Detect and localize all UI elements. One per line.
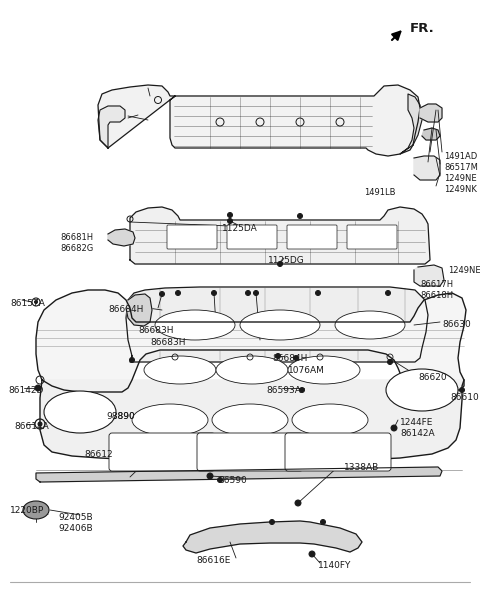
- Ellipse shape: [240, 310, 320, 340]
- Circle shape: [269, 519, 275, 524]
- Text: 86620: 86620: [418, 373, 446, 382]
- Text: 86612: 86612: [84, 450, 113, 459]
- Text: 1491AD: 1491AD: [444, 152, 477, 161]
- Circle shape: [38, 422, 42, 426]
- Circle shape: [387, 359, 393, 365]
- Text: 1249NE: 1249NE: [448, 266, 480, 275]
- Text: 1125DA: 1125DA: [222, 224, 258, 233]
- FancyBboxPatch shape: [197, 433, 303, 471]
- FancyBboxPatch shape: [109, 433, 215, 471]
- Circle shape: [298, 213, 302, 219]
- Text: 1491LB: 1491LB: [364, 188, 396, 197]
- Circle shape: [300, 388, 304, 392]
- Ellipse shape: [23, 501, 49, 519]
- Polygon shape: [126, 294, 152, 326]
- Text: 86684H: 86684H: [272, 354, 307, 363]
- Text: 92405B: 92405B: [58, 513, 93, 522]
- Text: 98890: 98890: [106, 412, 135, 421]
- Circle shape: [277, 262, 283, 266]
- FancyBboxPatch shape: [287, 225, 337, 249]
- Text: 86157A: 86157A: [10, 299, 45, 308]
- Text: 86610: 86610: [450, 393, 479, 402]
- Ellipse shape: [44, 391, 116, 433]
- Circle shape: [315, 290, 321, 296]
- Polygon shape: [98, 85, 420, 156]
- Circle shape: [228, 219, 232, 223]
- Text: 86616E: 86616E: [196, 556, 230, 565]
- Polygon shape: [414, 156, 440, 180]
- Text: 86593A: 86593A: [266, 386, 301, 395]
- Polygon shape: [40, 380, 464, 462]
- Text: 86683H: 86683H: [138, 326, 173, 335]
- Text: 1338AB: 1338AB: [344, 463, 379, 472]
- Circle shape: [293, 356, 299, 360]
- Ellipse shape: [288, 356, 360, 384]
- Circle shape: [391, 425, 397, 431]
- Circle shape: [295, 500, 301, 506]
- Polygon shape: [36, 467, 442, 482]
- Text: 98890: 98890: [106, 412, 135, 421]
- Text: 92406B: 92406B: [58, 524, 93, 533]
- Circle shape: [212, 290, 216, 296]
- Circle shape: [207, 473, 213, 479]
- Polygon shape: [108, 229, 135, 246]
- Polygon shape: [183, 521, 362, 553]
- Polygon shape: [98, 106, 125, 148]
- Ellipse shape: [386, 369, 458, 411]
- Text: FR.: FR.: [410, 22, 435, 35]
- Polygon shape: [400, 94, 422, 154]
- Circle shape: [176, 290, 180, 296]
- Text: 86590: 86590: [218, 476, 247, 485]
- Text: 1140FY: 1140FY: [318, 561, 351, 570]
- Text: 1076AM: 1076AM: [288, 366, 325, 375]
- Ellipse shape: [212, 404, 288, 436]
- Circle shape: [130, 358, 134, 362]
- Text: 86142A: 86142A: [400, 429, 434, 438]
- FancyBboxPatch shape: [285, 433, 391, 471]
- Circle shape: [35, 300, 37, 303]
- Text: 86630: 86630: [442, 320, 471, 329]
- Text: 1249NE: 1249NE: [444, 174, 477, 183]
- Circle shape: [159, 292, 165, 296]
- Text: 1125DG: 1125DG: [268, 256, 305, 265]
- Text: 86618H: 86618H: [420, 291, 453, 300]
- Circle shape: [228, 213, 232, 217]
- Text: 86681H: 86681H: [60, 233, 93, 242]
- Ellipse shape: [144, 356, 216, 384]
- Text: 1244FE: 1244FE: [400, 418, 433, 427]
- Ellipse shape: [292, 404, 368, 436]
- Text: 86683H: 86683H: [150, 338, 185, 347]
- Circle shape: [276, 353, 280, 359]
- Polygon shape: [420, 104, 442, 122]
- Polygon shape: [126, 287, 428, 362]
- Circle shape: [245, 290, 251, 296]
- Text: 86617H: 86617H: [420, 280, 453, 289]
- Circle shape: [309, 551, 315, 557]
- Ellipse shape: [335, 311, 405, 339]
- Text: 86682G: 86682G: [60, 244, 93, 253]
- Circle shape: [321, 519, 325, 524]
- Ellipse shape: [155, 310, 235, 340]
- FancyBboxPatch shape: [167, 225, 217, 249]
- Circle shape: [217, 478, 223, 482]
- FancyBboxPatch shape: [227, 225, 277, 249]
- Ellipse shape: [216, 356, 288, 384]
- Text: 1249NK: 1249NK: [444, 185, 477, 194]
- Circle shape: [385, 290, 391, 296]
- Ellipse shape: [132, 404, 208, 436]
- Text: 86684H: 86684H: [108, 305, 144, 314]
- Polygon shape: [414, 265, 444, 286]
- Text: 1220BP: 1220BP: [10, 506, 44, 515]
- Circle shape: [459, 388, 465, 392]
- Text: 86142D: 86142D: [8, 386, 43, 395]
- Text: 86614A: 86614A: [14, 422, 49, 431]
- Circle shape: [253, 290, 259, 296]
- Text: 86517M: 86517M: [444, 163, 478, 172]
- Polygon shape: [422, 128, 440, 140]
- Circle shape: [35, 385, 41, 391]
- Polygon shape: [36, 290, 466, 392]
- Polygon shape: [130, 207, 430, 264]
- FancyBboxPatch shape: [347, 225, 397, 249]
